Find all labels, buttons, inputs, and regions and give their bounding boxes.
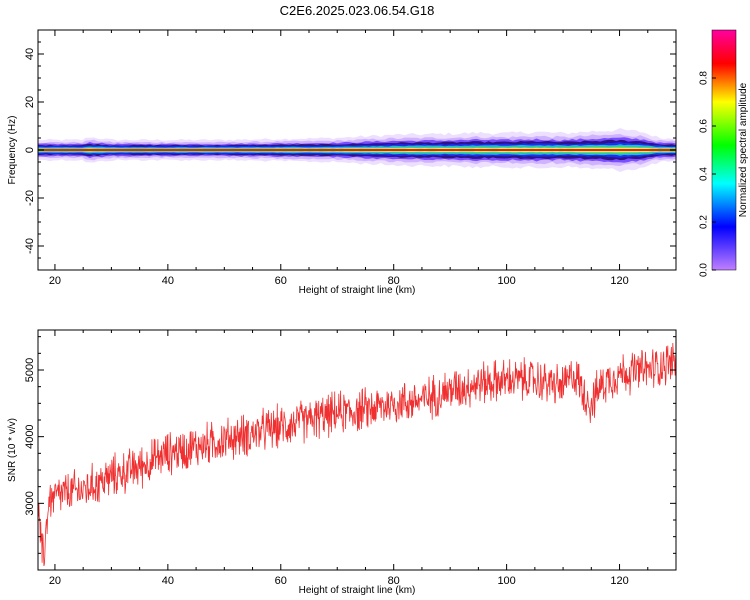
colorbar-tick-label: 0.6 xyxy=(699,119,710,133)
snr-y-tick-label: 4000 xyxy=(24,424,36,448)
snr-y-axis-label: SNR (10 * v/v) xyxy=(7,418,18,482)
spectrogram-y-tick-label: -20 xyxy=(24,190,36,206)
colorbar-gradient xyxy=(712,30,736,270)
snr-x-tick-label: 80 xyxy=(388,575,400,587)
spectrogram-x-tick-label: 100 xyxy=(497,275,515,287)
snr-x-tick-label: 20 xyxy=(49,575,61,587)
snr-x-tick-label: 60 xyxy=(275,575,287,587)
colorbar-ticks: 0.0 0.2 0.4 0.6 0.8 xyxy=(699,29,737,277)
spectrogram-y-tick-label: 40 xyxy=(24,48,36,60)
colorbar-frame xyxy=(711,29,737,271)
colorbar: 0.0 0.2 0.4 0.6 0.8 Normalized spectral ampl… xyxy=(699,29,749,277)
spectral-ridge xyxy=(38,128,676,172)
snr-series-line xyxy=(38,342,676,567)
spectrogram-x-tick-label: 60 xyxy=(275,275,287,287)
spectrogram-x-axis-label: Height of straight line (km) xyxy=(299,285,416,296)
snr-y-tick-label: 5000 xyxy=(24,358,36,382)
snr-x-tick-label: 100 xyxy=(497,575,515,587)
snr-x-axis-label: Height of straight line (km) xyxy=(299,585,416,596)
spectrogram-x-tick-label: 40 xyxy=(162,275,174,287)
spectrogram-y-tick-label: -40 xyxy=(24,238,36,254)
spectrogram-frame xyxy=(37,29,677,271)
colorbar-label: Normalized spectral amplitude xyxy=(738,82,749,217)
spectrogram-x-tick-label: 120 xyxy=(610,275,628,287)
spectrogram-y-tick-label: 20 xyxy=(24,96,36,108)
snr-ticks: 20 40 60 80 100 120 3000 4000 5000 xyxy=(24,330,677,587)
spectrogram-y-tick-label: 0 xyxy=(24,147,36,153)
spectrogram-panel: 20 40 60 80 100 120 -40 -20 0 20 40 Height of stra… xyxy=(7,29,677,296)
snr-x-tick-label: 40 xyxy=(162,575,174,587)
spectrogram-x-tick-label: 80 xyxy=(388,275,400,287)
colorbar-tick-label: 0.0 xyxy=(699,263,710,277)
snr-y-tick-label: 3000 xyxy=(24,491,36,515)
colorbar-tick-label: 0.8 xyxy=(699,71,710,85)
spectrogram-y-axis-label: Frequency (Hz) xyxy=(7,116,18,185)
colorbar-tick-label: 0.2 xyxy=(699,215,710,229)
snr-plot-area xyxy=(38,330,676,570)
colorbar-tick-label: 0.4 xyxy=(699,167,710,181)
snr-panel: 20 40 60 80 100 120 3000 4000 5000 Height of str… xyxy=(7,329,677,596)
spectrogram-x-tick-label: 20 xyxy=(49,275,61,287)
snr-frame xyxy=(37,329,677,571)
chart-title: C2E6.2025.023.06.54.G18 xyxy=(280,3,435,18)
snr-x-tick-label: 120 xyxy=(610,575,628,587)
